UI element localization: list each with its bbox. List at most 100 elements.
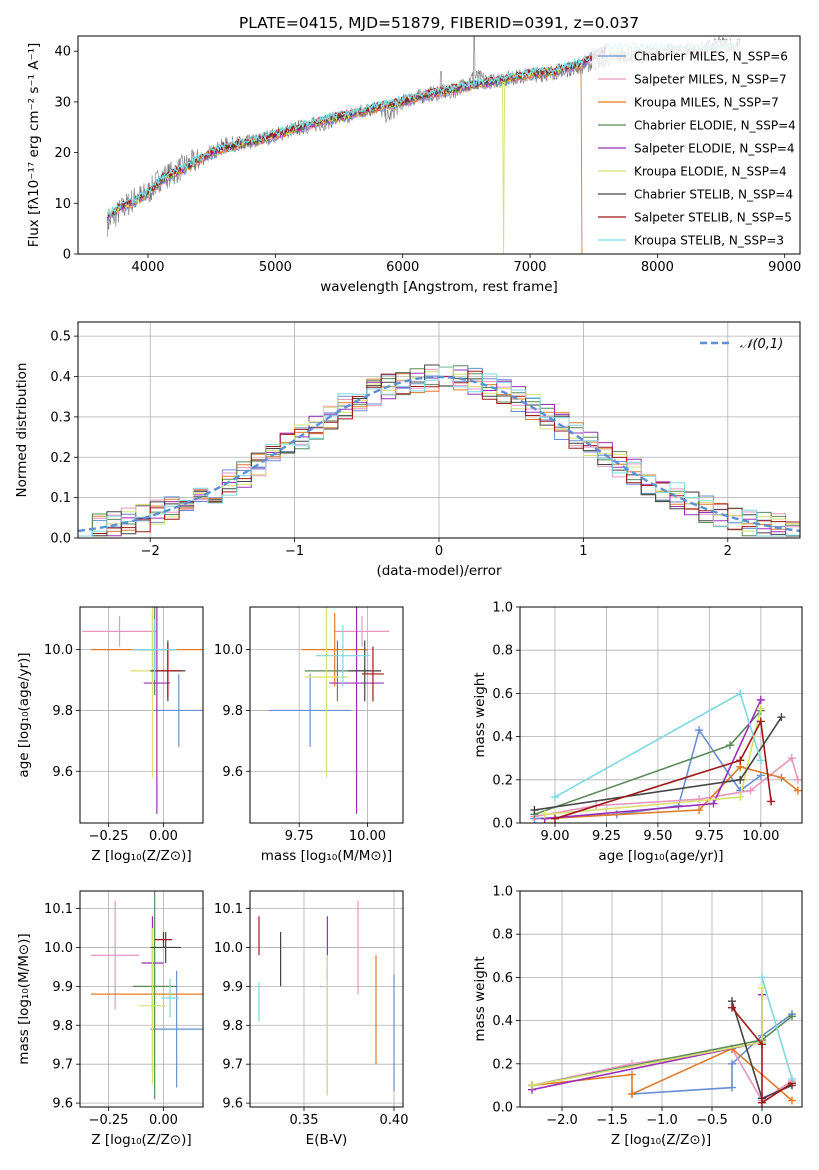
mass-weight-marker [758,973,766,982]
y-tick-label: 0 [63,248,71,263]
x-tick-label: −1 [285,544,304,559]
mass-weight-marker [767,797,776,806]
spectrum-plot-area [106,36,741,254]
mass-weight-marker [736,756,745,765]
mass-weight-marker [746,786,755,795]
x-tick-label: 8000 [641,260,674,275]
y-tick-label: 0.6 [492,687,513,702]
y-tick-label: 0.8 [492,644,513,659]
mass-weight-marker [756,704,765,713]
mass-weight-marker [709,799,718,808]
mass-weight-marker [736,689,745,698]
error-bar-point [152,673,203,747]
x-tick-label: 9.00 [541,829,570,844]
error-bar-point [143,607,171,814]
axes-frame [77,35,801,255]
x-tick-label: 7000 [513,260,546,275]
x-axis-label: mass [log₁₀(M/M⊙)] [261,848,392,864]
legend-label: Chabrier MILES, N_SSP=6 [634,50,788,64]
x-tick-label: 5000 [259,260,292,275]
y-tick-label: 9.7 [52,1058,73,1073]
error-bar-point [301,613,368,687]
mass-weight-marker [550,793,559,802]
mass-weight-series-line [761,977,793,1080]
x-tick-label: 9.50 [643,829,672,844]
legend-label: Chabrier STELIB, N_SSP=4 [634,188,793,202]
y-tick-label: 9.8 [222,1019,243,1034]
x-tick-label: 0.00 [149,829,178,844]
axes-frame [79,890,204,1108]
mass_weight_vs_Z-plot-area [528,973,796,1107]
x-axis-label: Z [log₁₀(Z/Z⊙)] [91,1132,191,1148]
y-tick-label: 10.0 [44,643,73,658]
mass_vs_ebv-plot-area [258,900,395,1096]
x-tick-label: 2 [724,544,732,559]
mass-weight-marker [758,1098,766,1107]
mass-weight-marker [756,717,765,726]
y-tick-label: 10.1 [44,902,73,917]
mass-weight-marker [777,773,786,782]
y-tick-label: 1.0 [492,885,513,900]
y-tick-label: 10.1 [214,902,243,917]
error-bar-point [362,646,384,702]
mass-weight-series-line [554,718,772,820]
residual-histogram-step [78,366,800,538]
error-bar-point [82,616,157,647]
mass-weight-marker [550,814,559,823]
y-axis-label: age [log₁₀(age/yr)] [16,652,32,777]
error-bar-point [348,640,382,702]
x-axis-label: E(B-V) [306,1132,348,1148]
x-tick-label: 0.40 [380,1113,409,1128]
axes-frame [249,606,404,824]
mass-weight-marker [793,786,802,795]
legend: Chabrier MILES, N_SSP=6 Salpeter MILES, N… [592,40,796,250]
error-bar-point [161,978,179,1018]
mass-weight-marker [758,1040,766,1049]
x-tick-label: 4000 [131,260,164,275]
y-tick-label: 9.8 [222,704,243,719]
error-bar-point [139,927,166,1084]
y-axis-label: mass [log₁₀(M/M⊙)] [16,933,32,1064]
y-axis-label: Flux [fλ10⁻¹⁷ erg cm⁻² s⁻¹ A⁻¹] [26,43,42,248]
mass-weight-series-line [731,1007,793,1105]
mass-weight-marker [728,1003,736,1012]
error-bar-point [334,616,390,647]
mass-weight-series-line [531,988,763,1087]
mass-weight-series-line [531,994,763,1091]
x-tick-label: 6000 [386,260,419,275]
y-tick-label: 10.0 [44,941,73,956]
error-bar-point [269,673,352,747]
mass_vs_Z-plot-area [90,891,203,1100]
axes-frame [79,606,204,824]
x-axis-label: (data-model)/error [376,563,502,579]
axes-frame [519,606,803,824]
y-tick-label: 9.9 [222,980,243,995]
legend-label: Kroupa ELODIE, N_SSP=4 [634,165,787,179]
mass_vs_ebv-panel: 0.35 0.40 9.6 9.7 9.8 9.9 10.0 10.1 E(B-V) [214,890,409,1148]
y-tick-label: 9.6 [52,1097,73,1112]
error-bar-point [315,625,371,687]
mass-weight-marker [788,1096,796,1105]
y-tick-label: 9.8 [52,704,73,719]
y-tick-label: 0.8 [492,928,513,943]
mass-weight-marker [695,726,704,735]
x-tick-label: 9.75 [695,829,724,844]
error-bar-point [329,607,384,814]
y-tick-label: 9.6 [222,1097,243,1112]
y-tick-label: 9.7 [222,1058,243,1073]
mass-weight-marker [628,1070,636,1079]
error-bar-point [304,607,349,778]
mass-weight-series-line [534,756,799,818]
legend-label: 𝒩(0,1) [740,337,783,352]
x-tick-label: 9.75 [285,829,314,844]
x-tick-label: −0.25 [89,1113,129,1128]
y-axis-label: Normed distribution [14,363,30,498]
mass-weight-marker [787,754,796,763]
y-tick-label: 0.0 [492,1101,513,1116]
y-tick-label: 10 [54,197,71,212]
y-tick-label: 9.8 [52,1019,73,1034]
spectrum-panel: 4000 5000 6000 7000 8000 9000 0 10 20 30 40 wavelen… [26,14,801,295]
mass-weight-marker [788,1074,796,1083]
y-tick-label: 0.2 [492,1057,513,1072]
